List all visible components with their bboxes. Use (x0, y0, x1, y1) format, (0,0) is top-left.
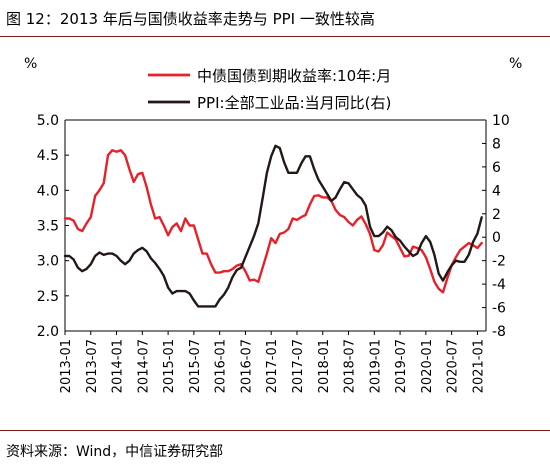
left-tick-label: 3.0 (37, 254, 59, 270)
x-tick-label: 2017-01 (265, 339, 280, 393)
x-tick-label: 2019-01 (368, 339, 383, 393)
right-tick-label: 4 (492, 183, 501, 199)
right-tick-label: -2 (492, 254, 506, 270)
title-bar: 图 12：2013 年后与国债收益率走势与 PPI 一致性较高 (0, 0, 550, 37)
right-tick-label: 0 (492, 230, 501, 246)
x-tick-label: 2021-01 (471, 339, 486, 393)
figure-title: 图 12：2013 年后与国债收益率走势与 PPI 一致性较高 (6, 10, 375, 28)
left-tick-label: 3.5 (37, 219, 59, 235)
right-tick-label: 8 (492, 136, 501, 152)
right-axis-unit: % (509, 56, 522, 72)
left-tick-label: 4.5 (37, 148, 59, 164)
legend-label-yield: 中债国债到期收益率:10年:月 (197, 67, 391, 85)
legend-label-ppi: PPI:全部工业品:当月同比(右) (197, 94, 391, 112)
x-tick-label: 2020-01 (420, 339, 435, 393)
right-tick-label: -8 (492, 324, 506, 340)
x-tick-label: 2018-07 (343, 339, 358, 393)
right-tick-label: 10 (492, 113, 510, 129)
x-tick-label: 2019-07 (394, 339, 409, 393)
x-tick-label: 2018-01 (317, 339, 332, 393)
left-tick-label: 2.5 (37, 289, 59, 305)
x-tick-label: 2014-07 (136, 339, 151, 393)
source-note: 资料来源：Wind，中信证券研究部 (6, 444, 224, 460)
yield-series-line (63, 148, 483, 294)
left-tick-label: 4.0 (37, 183, 59, 199)
x-tick-label: 2013-07 (85, 339, 100, 393)
x-tick-label: 2016-01 (214, 339, 229, 393)
left-tick-label: 2.0 (37, 324, 59, 340)
x-tick-label: 2015-01 (162, 339, 177, 393)
x-tick-label: 2015-07 (188, 339, 203, 393)
x-tick-label: 2014-01 (111, 339, 126, 393)
ppi-series-line (63, 144, 483, 308)
right-tick-label: -4 (492, 277, 506, 293)
x-tick-label: 2013-01 (59, 339, 74, 393)
right-tick-label: 2 (492, 207, 501, 223)
right-tick-label: 6 (492, 160, 501, 176)
left-tick-label: 5.0 (37, 113, 59, 129)
source-bar: 资料来源：Wind，中信证券研究部 (0, 430, 550, 468)
x-tick-label: 2017-07 (291, 339, 306, 393)
x-tick-label: 2020-07 (446, 339, 461, 393)
right-tick-label: -6 (492, 301, 506, 317)
left-axis-unit: % (24, 56, 37, 72)
x-tick-label: 2016-07 (239, 339, 254, 393)
